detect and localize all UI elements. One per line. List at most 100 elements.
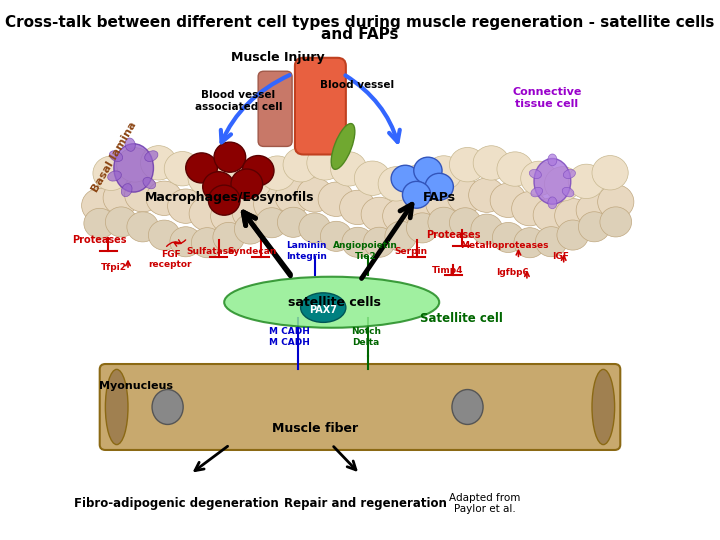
- Ellipse shape: [125, 138, 135, 151]
- Circle shape: [283, 147, 319, 182]
- Ellipse shape: [548, 154, 557, 166]
- Text: Metalloproteases: Metalloproteases: [460, 241, 549, 251]
- Text: Cross-talk between different cell types during muscle regeneration - satellite c: Cross-talk between different cell types …: [5, 15, 715, 30]
- Circle shape: [404, 194, 441, 228]
- Circle shape: [231, 169, 263, 199]
- Circle shape: [297, 178, 333, 212]
- Text: Timp4: Timp4: [432, 266, 464, 274]
- Circle shape: [208, 185, 240, 215]
- Circle shape: [188, 161, 224, 195]
- Circle shape: [578, 212, 610, 242]
- Text: and FAPs: and FAPs: [321, 27, 399, 42]
- Circle shape: [414, 157, 442, 184]
- Text: Blood vessel
associated cell: Blood vessel associated cell: [194, 90, 282, 112]
- Circle shape: [192, 228, 223, 258]
- Circle shape: [600, 207, 631, 237]
- Ellipse shape: [114, 144, 153, 192]
- Circle shape: [232, 195, 269, 230]
- Circle shape: [256, 208, 287, 238]
- FancyBboxPatch shape: [99, 364, 621, 450]
- Circle shape: [554, 199, 591, 233]
- Text: FAPs: FAPs: [423, 191, 456, 204]
- Ellipse shape: [145, 151, 158, 161]
- Circle shape: [277, 207, 309, 237]
- Circle shape: [533, 198, 570, 232]
- Text: Macrophages/Eosynofils: Macrophages/Eosynofils: [145, 191, 315, 204]
- Circle shape: [342, 227, 374, 258]
- Text: Igfbp6: Igfbp6: [496, 268, 529, 277]
- Circle shape: [536, 227, 567, 256]
- Ellipse shape: [531, 187, 543, 197]
- Circle shape: [84, 208, 115, 238]
- Text: Serpin: Serpin: [395, 247, 428, 256]
- Ellipse shape: [152, 389, 183, 424]
- Text: Myonucleus: Myonucleus: [99, 381, 174, 390]
- Circle shape: [449, 208, 481, 238]
- Circle shape: [497, 152, 533, 186]
- Circle shape: [598, 185, 634, 219]
- Circle shape: [361, 197, 397, 232]
- Circle shape: [406, 213, 438, 243]
- Circle shape: [402, 164, 438, 199]
- Text: Muscle fiber: Muscle fiber: [271, 422, 358, 435]
- Circle shape: [299, 213, 330, 243]
- Ellipse shape: [224, 276, 439, 328]
- Circle shape: [514, 228, 546, 258]
- Ellipse shape: [143, 178, 156, 189]
- Ellipse shape: [534, 159, 571, 204]
- Circle shape: [320, 221, 352, 252]
- Text: FGF
receptor: FGF receptor: [149, 249, 192, 269]
- Circle shape: [544, 167, 581, 201]
- Circle shape: [259, 156, 295, 190]
- Ellipse shape: [109, 151, 122, 161]
- Text: Fibro-adipogenic degeneration: Fibro-adipogenic degeneration: [73, 497, 279, 510]
- Ellipse shape: [452, 389, 483, 424]
- Text: Muscle Injury: Muscle Injury: [231, 51, 325, 64]
- Circle shape: [243, 156, 274, 186]
- Circle shape: [81, 188, 118, 222]
- Circle shape: [592, 156, 629, 190]
- Text: Proteases: Proteases: [73, 235, 127, 246]
- Circle shape: [471, 214, 503, 244]
- Circle shape: [275, 180, 311, 214]
- Text: IGF: IGF: [552, 252, 570, 261]
- Circle shape: [253, 187, 290, 221]
- Circle shape: [127, 212, 158, 242]
- Circle shape: [146, 181, 182, 215]
- Circle shape: [307, 146, 343, 180]
- Text: Syndecan: Syndecan: [228, 247, 277, 256]
- Circle shape: [473, 146, 509, 180]
- Ellipse shape: [562, 187, 574, 197]
- Circle shape: [318, 182, 354, 217]
- Circle shape: [189, 197, 225, 231]
- Circle shape: [93, 156, 129, 191]
- Ellipse shape: [563, 170, 575, 179]
- Text: Connective
tissue cell: Connective tissue cell: [512, 87, 582, 109]
- Circle shape: [364, 227, 395, 258]
- Text: Adapted from
Paylor et al.: Adapted from Paylor et al.: [449, 493, 520, 515]
- Circle shape: [148, 220, 180, 250]
- Circle shape: [235, 214, 266, 244]
- Circle shape: [125, 178, 161, 212]
- Circle shape: [447, 179, 483, 213]
- Circle shape: [340, 190, 376, 225]
- Circle shape: [426, 186, 462, 220]
- Circle shape: [492, 222, 524, 253]
- Ellipse shape: [592, 369, 615, 444]
- Text: satellite cells: satellite cells: [288, 296, 381, 309]
- Circle shape: [521, 161, 557, 195]
- Ellipse shape: [300, 293, 346, 322]
- Text: Basal lamina: Basal lamina: [90, 120, 138, 194]
- Circle shape: [469, 178, 505, 212]
- Circle shape: [354, 161, 390, 195]
- FancyBboxPatch shape: [258, 71, 292, 146]
- Ellipse shape: [105, 369, 128, 444]
- Ellipse shape: [122, 184, 132, 197]
- Circle shape: [426, 156, 462, 190]
- Circle shape: [212, 167, 248, 201]
- Circle shape: [213, 222, 245, 252]
- Circle shape: [425, 173, 454, 200]
- Circle shape: [490, 183, 526, 218]
- Text: M CADH
M CADH: M CADH M CADH: [269, 327, 310, 347]
- Circle shape: [449, 147, 485, 182]
